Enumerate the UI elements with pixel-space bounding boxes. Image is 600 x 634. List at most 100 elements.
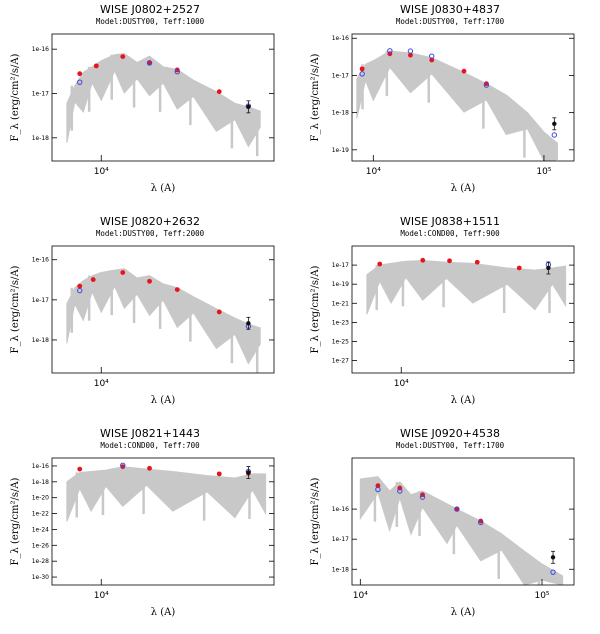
x-tick-label: 10⁴ [394,379,409,389]
observed-point [216,89,222,95]
chart-subtitle: Model:DUSTY00, Teff:1700 [396,17,505,26]
x-tick-label: 10⁴ [94,167,109,177]
chart-title: WISE J0920+4538 [400,427,500,440]
y-tick-label: 1e-19 [332,281,349,288]
x-axis-label: λ (A) [151,183,176,194]
plot-frame [351,33,575,162]
synthetic-point [387,48,393,54]
y-tick-label: 1e-18 [332,110,349,117]
observed-point [420,257,426,263]
y-tick-label: 1e-16 [32,46,49,53]
y-tick-label: 1e-25 [332,338,349,345]
sed-panel-wise-j0820: WISE J0820+2632 Model:DUSTY00, Teff:2000 1… [0,212,300,422]
observed-point [147,278,152,284]
x-tick-label: 10⁵ [536,167,551,177]
x-axis-label: λ (A) [451,183,476,194]
observed-point [447,258,452,264]
observed-point [454,506,460,512]
y-tick-label: 1e-18 [32,337,49,344]
x-tick-label: 10⁴ [353,591,368,601]
y-tick-label: 1e-18 [32,135,49,142]
observed-point [216,309,222,315]
wise-point [246,321,251,326]
model-spectrum-band [359,476,564,586]
observed-point [478,518,484,524]
y-tick-label: 1e-18 [332,566,349,573]
observed-point [174,287,180,293]
synthetic-point [483,82,490,88]
observed-point [461,68,467,74]
y-axis-label: F_λ (erg/cm²/s/A) [10,477,21,565]
y-tick-label: 1e-18 [32,479,49,486]
x-tick-label: 10⁵ [534,591,549,601]
x-axis-label: λ (A) [451,607,476,618]
synthetic-point [454,506,460,512]
model-spectrum-band [66,466,267,522]
synthetic-point [550,569,556,575]
observed-point [408,52,413,58]
y-axis-label: F_λ (erg/cm²/s/A) [10,265,21,353]
observed-point [359,66,365,72]
synthetic-point [478,519,484,526]
y-axis-label: F_λ (erg/cm²/s/A) [310,477,321,565]
synthetic-point [174,69,180,75]
chart-title: WISE J0838+1511 [400,215,500,228]
observed-point [120,270,126,275]
y-tick-label: 1e-23 [332,319,349,326]
synthetic-point [77,79,83,85]
y-tick-label: 1e-30 [32,574,49,581]
wise-point [550,555,556,560]
synthetic-point [77,287,83,294]
synthetic-point [551,132,558,138]
chart-title: WISE J0821+1443 [100,427,200,440]
observed-point [90,277,96,282]
plot-frame [51,245,275,374]
observed-point [77,71,83,77]
synthetic-point [397,488,403,494]
wise-point [546,265,551,271]
y-tick-label: 1e-22 [32,511,49,518]
plot-frame [51,457,275,586]
x-axis-label: λ (A) [151,607,176,618]
synthetic-point [120,462,126,469]
y-tick-label: 1e-19 [332,147,349,154]
y-tick-label: 1e-16 [332,506,349,513]
synthetic-point [359,71,365,77]
y-tick-label: 1e-17 [332,536,349,543]
y-tick-label: 1e-26 [32,542,49,549]
synthetic-point [429,53,435,59]
model-spectrum-band [366,260,567,315]
observed-point [77,466,83,472]
chart-subtitle: Model:DUSTY00, Teff:2000 [96,229,205,238]
y-tick-label: 1e-17 [332,262,349,269]
plot-frame [351,245,575,374]
y-axis-label: F_λ (erg/cm²/s/A) [310,53,321,141]
y-tick-label: 1e-21 [332,300,349,307]
observed-point [147,465,152,471]
observed-point [377,261,383,267]
plot-frame [51,33,275,162]
observed-point [216,471,222,477]
y-tick-label: 1e-27 [332,358,349,365]
observed-point [77,283,83,289]
wise-point [246,104,251,110]
y-tick-label: 1e-16 [332,35,349,42]
synthetic-point [375,486,381,493]
model-spectrum-band [66,52,261,148]
x-tick-label: 10⁴ [94,591,109,601]
chart-title: WISE J0802+2527 [100,3,200,16]
model-spectrum-band [66,268,261,365]
wise-point [552,121,557,127]
y-tick-label: 1e-24 [32,526,49,533]
observed-point [93,63,99,69]
sed-panel-wise-j0802: WISE J0802+2527 Model:DUSTY00, Teff:1000 1… [0,0,300,210]
plot-frame [351,457,575,586]
y-tick-label: 1e-16 [32,463,49,470]
x-tick-label: 10⁴ [94,379,109,389]
chart-subtitle: Model:DUSTY00, Teff:1700 [396,441,505,450]
synthetic-point [419,494,426,500]
